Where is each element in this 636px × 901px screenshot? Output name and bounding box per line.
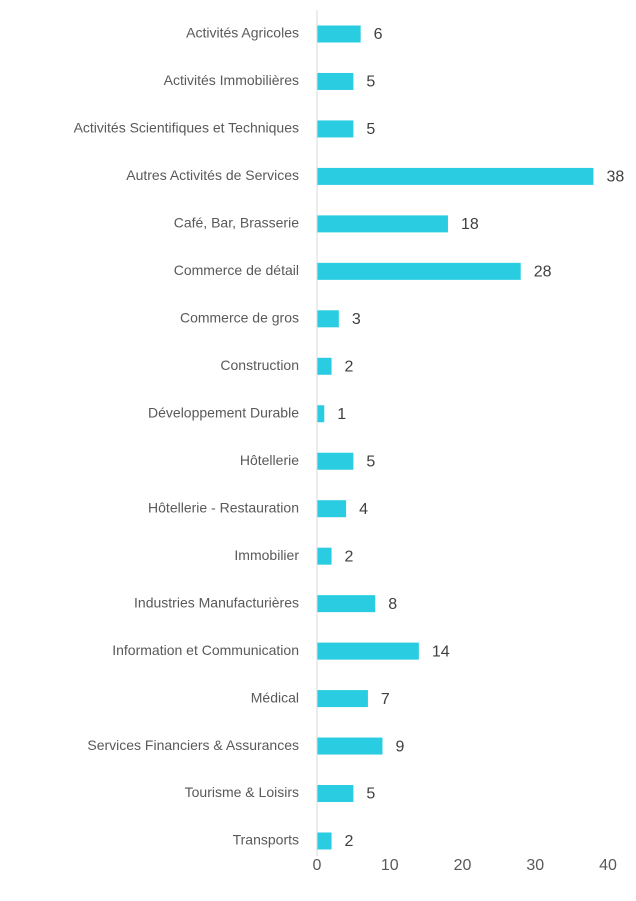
- value-label: 5: [366, 121, 375, 138]
- y-tick-label: Activités Scientifiques et Techniques: [74, 120, 299, 136]
- bar: [317, 215, 448, 233]
- bar: [317, 25, 361, 43]
- bar: [317, 832, 332, 850]
- bar: [317, 690, 368, 708]
- bar: [317, 595, 376, 613]
- x-tick-label: 30: [526, 857, 544, 874]
- bar: [317, 405, 325, 423]
- y-tick-label: Café, Bar, Brasserie: [174, 215, 299, 231]
- x-tick-label: 0: [313, 857, 322, 874]
- y-tick-label: Industries Manufacturières: [134, 594, 299, 610]
- value-label: 6: [374, 26, 383, 43]
- bar: [317, 167, 594, 185]
- x-tick-label: 40: [599, 857, 617, 874]
- value-label: 1: [337, 406, 346, 423]
- y-tick-label: Hôtellerie: [240, 452, 299, 468]
- value-label: 28: [534, 264, 552, 281]
- bar: [317, 262, 521, 280]
- bar: [317, 120, 354, 138]
- value-label: 5: [366, 453, 375, 470]
- bar: [317, 452, 354, 470]
- value-label: 9: [395, 738, 404, 755]
- value-label: 4: [359, 501, 368, 518]
- bar: [317, 785, 354, 803]
- x-tick-label: 20: [454, 857, 472, 874]
- y-tick-label: Médical: [251, 689, 299, 705]
- value-label: 2: [345, 359, 354, 376]
- y-tick-label: Activités Immobilières: [164, 72, 299, 88]
- value-label: 5: [366, 74, 375, 91]
- value-label: 18: [461, 216, 479, 233]
- value-label: 7: [381, 691, 390, 708]
- bar: [317, 500, 347, 518]
- y-tick-label: Développement Durable: [148, 404, 299, 420]
- y-tick-label: Autres Activités de Services: [126, 167, 299, 183]
- value-label: 2: [345, 548, 354, 565]
- value-label: 14: [432, 643, 450, 660]
- y-tick-label: Services Financiers & Assurances: [87, 737, 299, 753]
- value-label: 2: [345, 833, 354, 850]
- bar: [317, 547, 332, 565]
- y-tick-label: Construction: [220, 357, 299, 373]
- y-tick-label: Transports: [233, 832, 299, 848]
- bar: [317, 737, 383, 755]
- y-tick-label: Information et Communication: [112, 642, 299, 658]
- bar: [317, 72, 354, 90]
- value-label: 8: [388, 596, 397, 613]
- bar: [317, 357, 332, 375]
- y-tick-label: Hôtellerie - Restauration: [148, 499, 299, 515]
- y-tick-label: Immobilier: [234, 547, 299, 563]
- y-tick-label: Commerce de gros: [180, 310, 299, 326]
- y-tick-label: Activités Agricoles: [186, 25, 299, 41]
- value-label: 5: [366, 786, 375, 803]
- value-label: 38: [606, 169, 624, 186]
- x-tick-label: 10: [381, 857, 399, 874]
- y-tick-label: Commerce de détail: [174, 262, 299, 278]
- value-label: 3: [352, 311, 361, 328]
- y-tick-label: Tourisme & Loisirs: [185, 784, 299, 800]
- bar: [317, 310, 339, 328]
- bar: [317, 642, 419, 660]
